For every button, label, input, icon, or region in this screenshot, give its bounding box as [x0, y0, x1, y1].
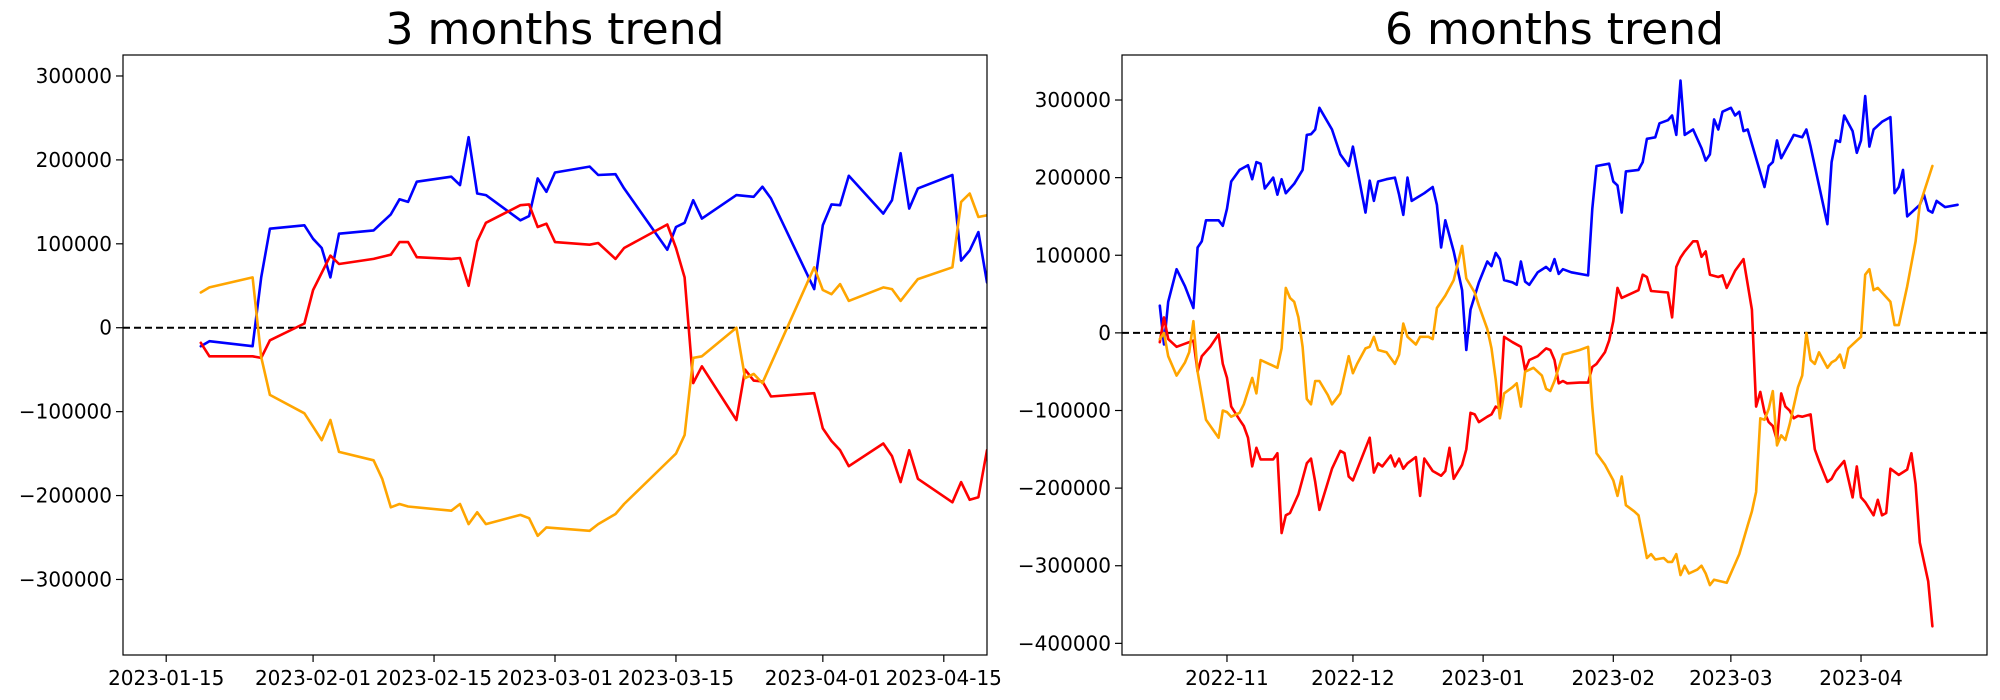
- plot-area: [1158, 79, 1959, 628]
- y-tick-label: −100000: [19, 400, 112, 424]
- series-line-1: [1158, 240, 1934, 628]
- x-tick-label: 2023-04-01: [765, 666, 881, 690]
- x-tick-label: 2023-04-15: [886, 666, 1002, 690]
- x-tick-label: 2022-12: [1311, 666, 1395, 690]
- x-tick-label: 2023-03: [1689, 666, 1773, 690]
- chart-title: 6 months trend: [1385, 4, 1724, 55]
- x-tick-label: 2023-02-15: [376, 666, 492, 690]
- chart-title: 3 months trend: [386, 4, 725, 55]
- y-tick-label: −400000: [1018, 631, 1111, 655]
- y-tick-label: −100000: [1018, 398, 1111, 422]
- x-tick-label: 2023-03-15: [618, 666, 734, 690]
- x-tick-label: 2023-04: [1819, 666, 1903, 690]
- y-tick-label: 100000: [36, 232, 112, 256]
- plot-area: [199, 135, 987, 538]
- y-tick-label: 100000: [1035, 243, 1111, 267]
- series-line-0: [1158, 79, 1959, 352]
- series-line-2: [199, 192, 987, 538]
- x-tick-label: 2023-01: [1441, 666, 1525, 690]
- y-tick-label: 200000: [1035, 166, 1111, 190]
- x-tick-label: 2022-11: [1185, 666, 1269, 690]
- y-tick-label: −200000: [19, 484, 112, 508]
- series-line-0: [199, 135, 987, 348]
- series-line-2: [1158, 164, 1934, 587]
- axes-frame: [1121, 54, 1988, 656]
- y-tick-label: −300000: [19, 567, 112, 591]
- series-line-1: [199, 203, 987, 504]
- y-tick-label: −300000: [1018, 554, 1111, 578]
- x-tick-label: 2023-02: [1571, 666, 1655, 690]
- y-tick-label: 0: [1098, 321, 1111, 345]
- y-tick-label: 200000: [36, 148, 112, 172]
- x-tick-label: 2023-02-01: [255, 666, 371, 690]
- y-tick-label: 300000: [36, 64, 112, 88]
- chart-6-months: 6 months trend 300000 200000 100000 0 −100000…: [1018, 4, 1988, 690]
- y-tick-label: −200000: [1018, 476, 1111, 500]
- y-tick-label: 0: [99, 316, 112, 340]
- x-tick-label: 2023-03-01: [497, 666, 613, 690]
- x-tick-label: 2023-01-15: [108, 666, 224, 690]
- chart-3-months: 3 months trend 300000 200000 100000 0 −100000…: [19, 4, 1002, 690]
- y-tick-label: 300000: [1035, 88, 1111, 112]
